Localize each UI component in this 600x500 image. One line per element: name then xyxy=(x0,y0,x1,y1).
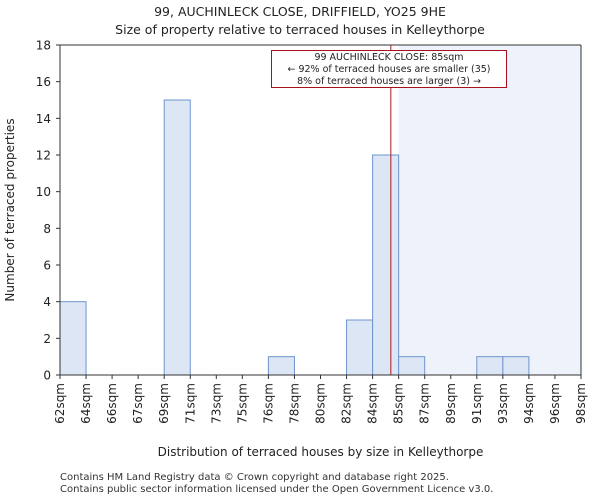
bar-85sqm xyxy=(398,356,426,376)
y-tick-label-18: 18 xyxy=(36,39,51,53)
y-axis-label: Number of terraced properties xyxy=(3,118,17,301)
x-tick-label-96sqm: 96sqm xyxy=(548,383,562,424)
highlight-region xyxy=(398,45,581,375)
x-tick-label-85sqm: 85sqm xyxy=(392,383,406,424)
x-tick-label-78sqm: 78sqm xyxy=(287,383,301,424)
x-tick-label-91sqm: 91sqm xyxy=(470,383,484,424)
y-tick-label-2: 2 xyxy=(43,332,51,346)
x-tick-label-66sqm: 66sqm xyxy=(105,383,119,424)
y-tick-label-14: 14 xyxy=(36,112,51,126)
bar-84sqm xyxy=(372,154,400,376)
x-tick-label-64sqm: 64sqm xyxy=(79,383,93,424)
y-tick-label-16: 16 xyxy=(36,75,51,89)
x-tick-label-76sqm: 76sqm xyxy=(261,383,275,424)
x-tick-label-80sqm: 80sqm xyxy=(314,383,328,424)
bar-93sqm xyxy=(502,356,530,376)
y-tick-label-4: 4 xyxy=(43,295,51,309)
x-tick-label-62sqm: 62sqm xyxy=(53,383,67,424)
bar-69sqm xyxy=(163,99,191,376)
chart-title-line2: Size of property relative to terraced ho… xyxy=(115,22,485,37)
bar-62sqm xyxy=(59,301,87,376)
footer-line2: Contains public sector information licen… xyxy=(60,484,494,495)
x-axis-label: Distribution of terraced houses by size … xyxy=(158,445,484,459)
y-tick-label-12: 12 xyxy=(36,149,51,163)
property-annotation-box: 99 AUCHINLECK CLOSE: 85sqm ← 92% of terr… xyxy=(271,50,507,88)
x-tick-label-67sqm: 67sqm xyxy=(131,383,145,424)
annotation-line1: 99 AUCHINLECK CLOSE: 85sqm xyxy=(314,52,464,63)
y-tick-label-6: 6 xyxy=(43,259,51,273)
x-tick-label-98sqm: 98sqm xyxy=(574,383,588,424)
x-tick-label-89sqm: 89sqm xyxy=(444,383,458,424)
x-tick-label-73sqm: 73sqm xyxy=(209,383,223,424)
x-tick-label-87sqm: 87sqm xyxy=(418,383,432,424)
x-tick-label-82sqm: 82sqm xyxy=(340,383,354,424)
x-tick-label-93sqm: 93sqm xyxy=(496,383,510,424)
y-tick-label-8: 8 xyxy=(43,222,51,236)
y-tick-label-10: 10 xyxy=(36,185,51,199)
bar-91sqm xyxy=(476,356,504,376)
x-tick-label-71sqm: 71sqm xyxy=(183,383,197,424)
footer-line1: Contains HM Land Registry data © Crown c… xyxy=(60,472,449,483)
x-tick-label-69sqm: 69sqm xyxy=(157,383,171,424)
x-tick-label-94sqm: 94sqm xyxy=(522,383,536,424)
annotation-line3: 8% of terraced houses are larger (3) → xyxy=(297,76,481,87)
histogram-chart: 0 2 4 6 8 10 12 14 16 18 62sqm 64sqm 66sqm 67sqm 69sqm… xyxy=(3,39,588,460)
y-tick-label-0: 0 xyxy=(43,369,51,383)
x-tick-label-75sqm: 75sqm xyxy=(235,383,249,424)
bar-82sqm xyxy=(346,319,374,376)
chart-title-line1: 99, AUCHINLECK CLOSE, DRIFFIELD, YO25 9H… xyxy=(154,4,446,19)
x-tick-label-84sqm: 84sqm xyxy=(366,383,380,424)
annotation-line2: ← 92% of terraced houses are smaller (35… xyxy=(287,64,491,75)
bar-76sqm xyxy=(267,356,295,376)
